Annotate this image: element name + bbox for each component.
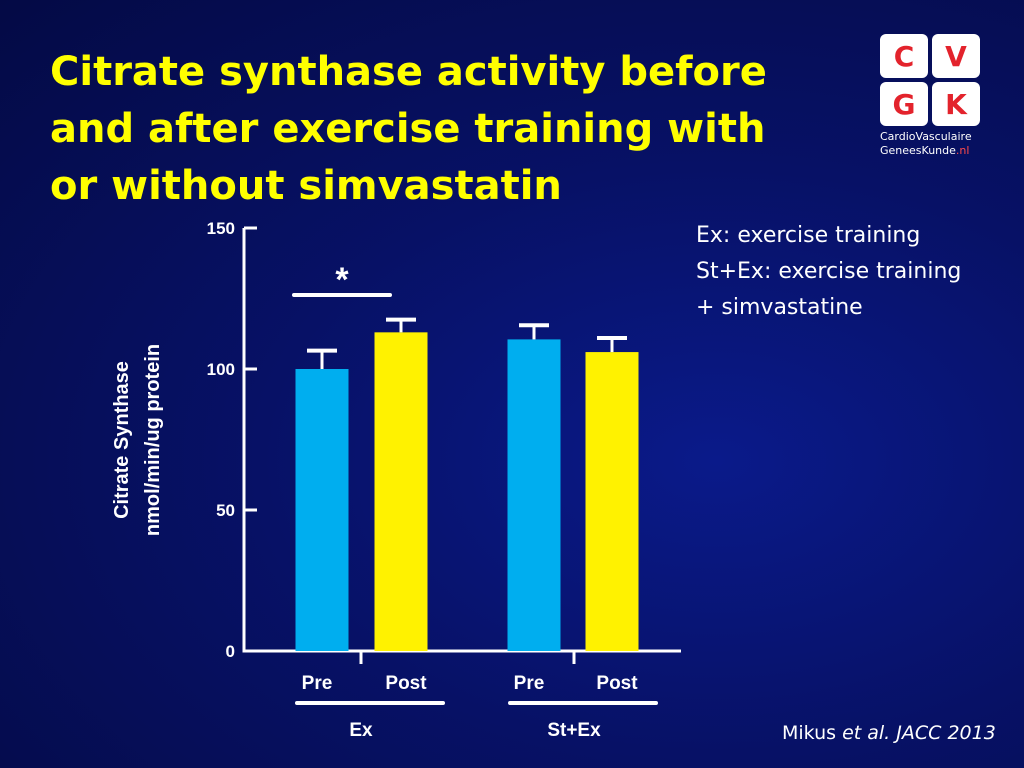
bar-stex-pre — [507, 339, 561, 651]
logo-caption-line-2: GeneesKunde.nl — [880, 144, 984, 158]
logo-caption-site: GeneesKunde — [880, 144, 956, 157]
y-tick-label: 0 — [226, 642, 235, 661]
abbreviation-legend: Ex: exercise training St+Ex: exercise tr… — [696, 218, 961, 326]
title-line-1: Citrate synthase activity before — [50, 49, 767, 95]
legend-line-1: Ex: exercise training — [696, 223, 921, 248]
title-line-2: and after exercise training with — [50, 106, 766, 152]
y-axis-label-line-2: nmol/min/ug protein — [142, 344, 164, 536]
logo-letter-grid: C V G K — [880, 34, 984, 126]
bar-ex-post — [374, 332, 428, 651]
logo-letter-k: K — [932, 82, 980, 126]
bar-ex-pre — [295, 369, 349, 651]
title-line-3: or without simvastatin — [50, 163, 562, 209]
legend-line-2: St+Ex: exercise training — [696, 259, 962, 284]
citation-etal: et al. — [842, 722, 891, 744]
x-tick-label: Post — [596, 673, 638, 694]
y-tick-label: 50 — [216, 501, 235, 520]
cvgk-logo: C V G K CardioVasculaire GeneesKunde.nl — [880, 34, 984, 158]
logo-caption: CardioVasculaire GeneesKunde.nl — [880, 130, 984, 158]
y-tick-label: 100 — [207, 360, 235, 379]
x-tick-label: Pre — [514, 673, 545, 694]
bar-stex-post — [585, 352, 639, 651]
y-tick-label: 150 — [207, 219, 235, 238]
significance-asterisk: * — [335, 261, 349, 299]
logo-letter-v: V — [932, 34, 980, 78]
logo-letter-c: C — [880, 34, 928, 78]
group-label: St+Ex — [547, 720, 601, 741]
logo-caption-tld: .nl — [955, 144, 970, 157]
citation: Mikus et al. JACC 2013 — [782, 722, 996, 744]
y-axis-label-line-1: Citrate Synthase — [111, 361, 133, 519]
citation-journal: JACC 2013 — [896, 722, 996, 744]
x-tick-label: Pre — [302, 673, 333, 694]
logo-caption-line-1: CardioVasculaire — [880, 130, 972, 143]
x-tick-label: Post — [385, 673, 427, 694]
slide-title: Citrate synthase activity before and aft… — [50, 44, 870, 215]
legend-line-3: + simvastatine — [696, 295, 863, 320]
group-label: Ex — [349, 720, 373, 741]
citation-author: Mikus — [782, 722, 837, 744]
logo-letter-g: G — [880, 82, 928, 126]
